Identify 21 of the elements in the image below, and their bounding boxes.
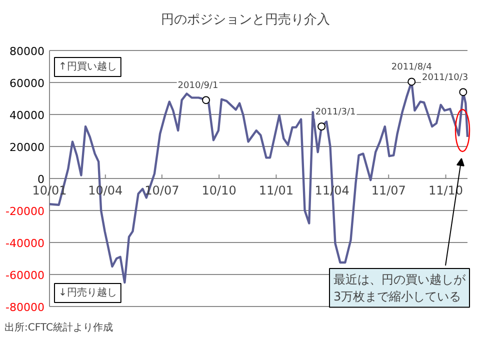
y-tick-label: 40000 bbox=[10, 109, 45, 122]
x-tick-label: 11/07 bbox=[371, 184, 406, 198]
y-tick-label: -60000 bbox=[6, 269, 45, 282]
x-tick-label: 11/01 bbox=[258, 184, 294, 198]
annotation: 2010/9/1 bbox=[178, 81, 218, 92]
annotation: ↑円買い越し bbox=[58, 60, 117, 72]
y-tick-label: 60000 bbox=[10, 77, 45, 90]
annotation: 2011/3/1 bbox=[315, 108, 356, 118]
y-tick-label: -40000 bbox=[6, 237, 45, 250]
y-tick-label: 80000 bbox=[10, 45, 45, 58]
y-tick-label: -20000 bbox=[6, 205, 45, 218]
x-tick-label: 10/10 bbox=[202, 184, 236, 198]
text: 出所:CFTC統計より作成 bbox=[4, 322, 113, 334]
annotation: ↓円売り越し bbox=[58, 286, 117, 298]
annotation: 最近は、円の買い越しが 3万枚まで縮小している bbox=[334, 272, 466, 304]
annotation: 2011/10/3 bbox=[422, 73, 468, 84]
y-tick-label: -80000 bbox=[6, 301, 45, 314]
y-tick-label: 0 bbox=[38, 173, 44, 186]
annotation: 2011/8/4 bbox=[391, 62, 432, 73]
chart-title: 円のポジションと円売り介入 bbox=[161, 12, 330, 28]
y-tick-label: 20000 bbox=[10, 141, 45, 154]
